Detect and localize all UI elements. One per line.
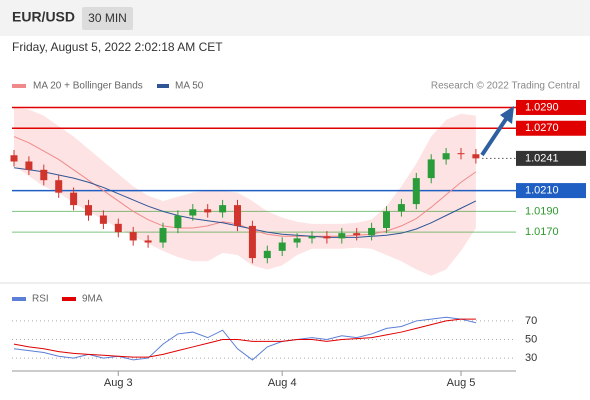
level-label: 1.0241 (525, 152, 559, 164)
y-tick-label: 30 (525, 352, 537, 364)
x-tick-label: Aug 4 (268, 377, 297, 389)
legend-swatch (12, 84, 26, 88)
moving-average (13, 136, 477, 237)
arrow (480, 114, 510, 157)
candle-body (70, 192, 78, 206)
candle-body (293, 238, 301, 243)
level-label: 1.0170 (525, 226, 559, 238)
candle-body (457, 153, 465, 155)
legend-label: MA 50 (175, 81, 204, 92)
candle-body (383, 211, 390, 228)
source: Research © 2022 Trading Central (431, 81, 580, 92)
candle-body (308, 236, 316, 239)
level-box (516, 120, 586, 136)
level-box (516, 99, 586, 115)
candle-body (263, 250, 271, 259)
candle-body (397, 204, 405, 212)
legend-swatch (62, 297, 76, 301)
candle-body (189, 209, 197, 216)
candle-body (40, 169, 48, 181)
level-label: 1.0190 (525, 205, 559, 217)
candle-body (338, 233, 346, 239)
candle-body (129, 232, 137, 241)
legend-label: MA 20 + Bollinger Bands (33, 81, 143, 92)
candle-body (248, 225, 256, 259)
bollinger-band (14, 107, 476, 276)
y-tick-label: 70 (525, 315, 537, 327)
candle-body (442, 153, 450, 160)
symbol: EUR/USD (12, 9, 75, 25)
x-tick-label: Aug 5 (447, 377, 476, 389)
level-label: 1.0270 (525, 122, 559, 134)
candle-body (219, 205, 227, 213)
x-tick-label: Aug 3 (104, 377, 133, 389)
arrow-head (500, 106, 514, 124)
timeframe-badge (82, 7, 133, 30)
candle-body (427, 159, 435, 179)
legend-swatch (12, 297, 26, 301)
candle-body (234, 205, 241, 226)
legend-label: 9MA (82, 294, 103, 305)
timeframe: 30 MIN (88, 11, 127, 25)
candle-body (99, 215, 107, 224)
candle-body (55, 180, 63, 193)
legend-swatch (157, 84, 169, 88)
timestamp: Friday, August 5, 2022 2:02:18 AM CET (12, 40, 223, 54)
candle-body (412, 178, 420, 205)
candle-body (85, 205, 92, 216)
candle-body (144, 240, 152, 243)
level-box (516, 183, 586, 199)
plot: 1.0290 1.0270 1.0241 1.0210 1.0190 1.0170 MA 2… (10, 81, 586, 389)
candle-body (353, 233, 361, 236)
candle-body (25, 161, 33, 170)
level-label: 1.0210 (525, 184, 559, 196)
candle-body (114, 223, 122, 233)
candle-body (472, 154, 480, 159)
candle-body (10, 155, 18, 162)
moving-average (13, 167, 477, 238)
candle-body (323, 236, 331, 239)
y-tick-label: 50 (525, 333, 537, 345)
candle-body (278, 242, 286, 251)
legend-label: RSI (32, 294, 49, 305)
candle-body (174, 215, 182, 228)
candle-body (368, 227, 376, 236)
candle-body (159, 227, 167, 243)
indicator-line (13, 318, 476, 358)
indicator-line (13, 316, 477, 361)
level-label: 1.0290 (525, 101, 559, 113)
candle-body (204, 209, 212, 213)
level-box (516, 150, 586, 166)
